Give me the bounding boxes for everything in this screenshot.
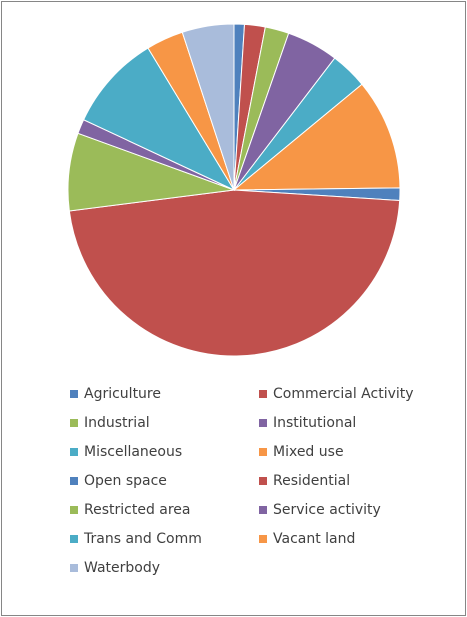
legend-label: Institutional (273, 415, 357, 432)
legend-swatch (70, 419, 78, 428)
pie-slice-mixed-use (232, 83, 401, 191)
legend-label: Agriculture (84, 386, 161, 403)
legend-swatch (70, 506, 78, 514)
pie-slice-waterbody (181, 23, 235, 191)
legend-label: Open space (84, 473, 167, 490)
legend-swatch (259, 419, 267, 428)
legend-swatch (70, 390, 78, 399)
legend-label: Residential (273, 473, 351, 490)
legend-label: Miscellaneous (84, 444, 183, 461)
legend-item-miscellaneous: Miscellaneous (70, 438, 259, 467)
legend-item-residential: Residential (259, 467, 448, 496)
chart-legend: Agriculture Commercial Activity Industrial… (70, 380, 450, 582)
legend-label: Mixed use (273, 444, 344, 461)
legend-swatch (259, 448, 267, 457)
legend-swatch (70, 448, 78, 457)
legend-item-agriculture: Agriculture (70, 380, 259, 409)
legend-swatch (259, 506, 267, 514)
legend-item-restricted-area: Restricted area (70, 496, 259, 525)
legend-label: Trans and Comm (84, 530, 202, 547)
legend-label: Vacant land (273, 530, 356, 547)
legend-label: Commercial Activity (273, 386, 414, 403)
legend-item-commercial-activity: Commercial Activity (259, 380, 448, 409)
legend-label: Service activity (273, 502, 381, 518)
legend-item-trans-and-comm: Trans and Comm (70, 524, 259, 553)
legend-item-open-space: Open space (70, 467, 259, 496)
legend-swatch (259, 477, 267, 486)
legend-item-service-activity: Service activity (259, 496, 448, 525)
legend-item-institutional: Institutional (259, 409, 448, 438)
legend-swatch (70, 563, 78, 572)
legend-label: Waterbody (84, 559, 161, 576)
legend-swatch (259, 534, 267, 543)
legend-item-industrial: Industrial (70, 409, 259, 438)
legend-label: Restricted area (84, 502, 191, 518)
legend-item-waterbody: Waterbody (70, 553, 259, 582)
legend-swatch (70, 534, 78, 543)
pie-slice-trans-and-comm (82, 47, 236, 192)
legend-swatch (70, 477, 78, 486)
pie-slice-residential (68, 189, 401, 357)
legend-item-mixed-use: Mixed use (259, 438, 448, 467)
legend-item-vacant-land: Vacant land (259, 524, 448, 553)
legend-label: Industrial (84, 415, 150, 432)
legend-swatch (259, 390, 267, 399)
